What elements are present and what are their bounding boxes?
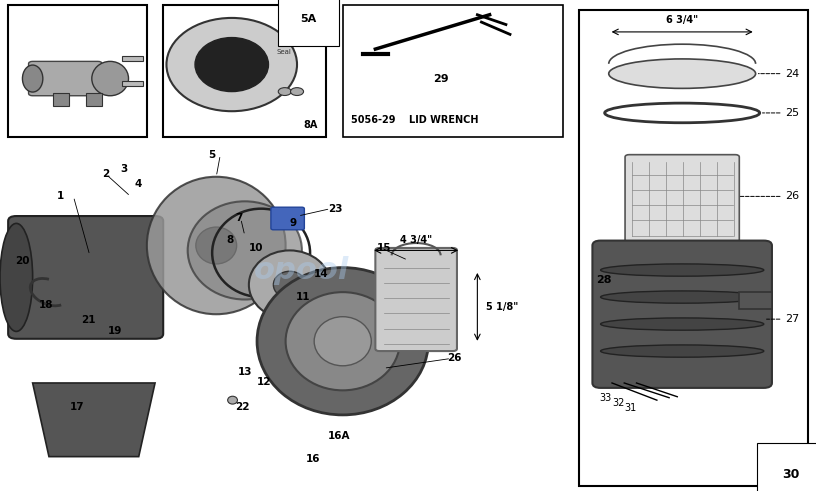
FancyBboxPatch shape — [592, 241, 772, 388]
Ellipse shape — [0, 223, 33, 331]
Ellipse shape — [92, 61, 129, 96]
Text: 5A: 5A — [300, 14, 317, 24]
Text: 28: 28 — [596, 275, 611, 285]
Text: 2: 2 — [102, 169, 109, 179]
Circle shape — [278, 88, 291, 96]
Text: 4: 4 — [135, 179, 142, 189]
Ellipse shape — [273, 271, 306, 299]
Text: Seal: Seal — [277, 49, 291, 55]
Text: 21: 21 — [82, 315, 96, 325]
FancyBboxPatch shape — [8, 216, 163, 339]
Ellipse shape — [314, 317, 371, 366]
Text: 17: 17 — [69, 402, 84, 411]
FancyBboxPatch shape — [375, 248, 457, 351]
Text: 12: 12 — [257, 377, 272, 387]
Bar — [53, 93, 69, 106]
Text: 27: 27 — [766, 314, 800, 324]
Text: 20: 20 — [15, 256, 29, 266]
Text: 33: 33 — [600, 393, 612, 403]
FancyBboxPatch shape — [29, 61, 102, 96]
Bar — [86, 93, 102, 106]
Text: 8: 8 — [227, 235, 234, 245]
Text: 29: 29 — [432, 74, 449, 83]
Text: 31: 31 — [624, 403, 636, 412]
Bar — [739, 292, 772, 309]
Ellipse shape — [228, 396, 237, 404]
Text: 22: 22 — [235, 402, 250, 411]
Text: 3: 3 — [121, 164, 128, 174]
Text: 4 3/4": 4 3/4" — [400, 236, 432, 246]
Polygon shape — [33, 383, 155, 457]
FancyBboxPatch shape — [625, 155, 739, 243]
Ellipse shape — [188, 201, 302, 300]
Ellipse shape — [601, 264, 764, 276]
Text: 25: 25 — [762, 108, 800, 118]
Text: 26: 26 — [738, 191, 800, 201]
Text: 10: 10 — [249, 244, 264, 253]
Ellipse shape — [257, 268, 428, 415]
Text: 8A: 8A — [304, 120, 318, 130]
Text: 5056-29    LID WRENCH: 5056-29 LID WRENCH — [351, 115, 478, 125]
Text: 15: 15 — [377, 243, 392, 253]
Ellipse shape — [22, 65, 43, 92]
Ellipse shape — [601, 318, 764, 330]
Bar — [579, 10, 808, 486]
Text: 14: 14 — [313, 269, 328, 279]
Text: 16: 16 — [306, 454, 321, 464]
Text: 16A: 16A — [328, 431, 351, 441]
Ellipse shape — [601, 291, 764, 303]
Text: 7: 7 — [235, 214, 242, 223]
Text: 5: 5 — [208, 150, 215, 160]
Bar — [8, 5, 147, 137]
Ellipse shape — [147, 177, 286, 314]
Text: 23: 23 — [328, 204, 343, 214]
Text: 11: 11 — [296, 292, 311, 302]
Ellipse shape — [196, 227, 237, 264]
Text: 1: 1 — [57, 191, 64, 201]
Text: 19: 19 — [108, 327, 122, 336]
Bar — [122, 56, 143, 61]
Text: 18: 18 — [38, 300, 53, 310]
FancyBboxPatch shape — [271, 207, 304, 230]
Circle shape — [290, 88, 304, 96]
Text: opool: opool — [255, 255, 349, 285]
Text: 5A: 5A — [297, 17, 315, 30]
Ellipse shape — [609, 59, 756, 88]
Text: 5 1/8": 5 1/8" — [486, 302, 518, 312]
Text: 30: 30 — [783, 468, 800, 481]
Text: 26: 26 — [447, 354, 462, 363]
Ellipse shape — [601, 345, 764, 357]
Text: 9: 9 — [290, 218, 297, 228]
Bar — [163, 5, 326, 137]
Ellipse shape — [195, 38, 268, 91]
Text: 13: 13 — [238, 367, 253, 377]
Ellipse shape — [166, 18, 297, 111]
Bar — [122, 81, 143, 86]
Text: 24: 24 — [758, 69, 800, 79]
Ellipse shape — [286, 292, 400, 390]
Text: 32: 32 — [612, 398, 624, 408]
Text: 6 3/4": 6 3/4" — [666, 15, 698, 25]
Bar — [343, 5, 563, 137]
Ellipse shape — [249, 250, 330, 319]
